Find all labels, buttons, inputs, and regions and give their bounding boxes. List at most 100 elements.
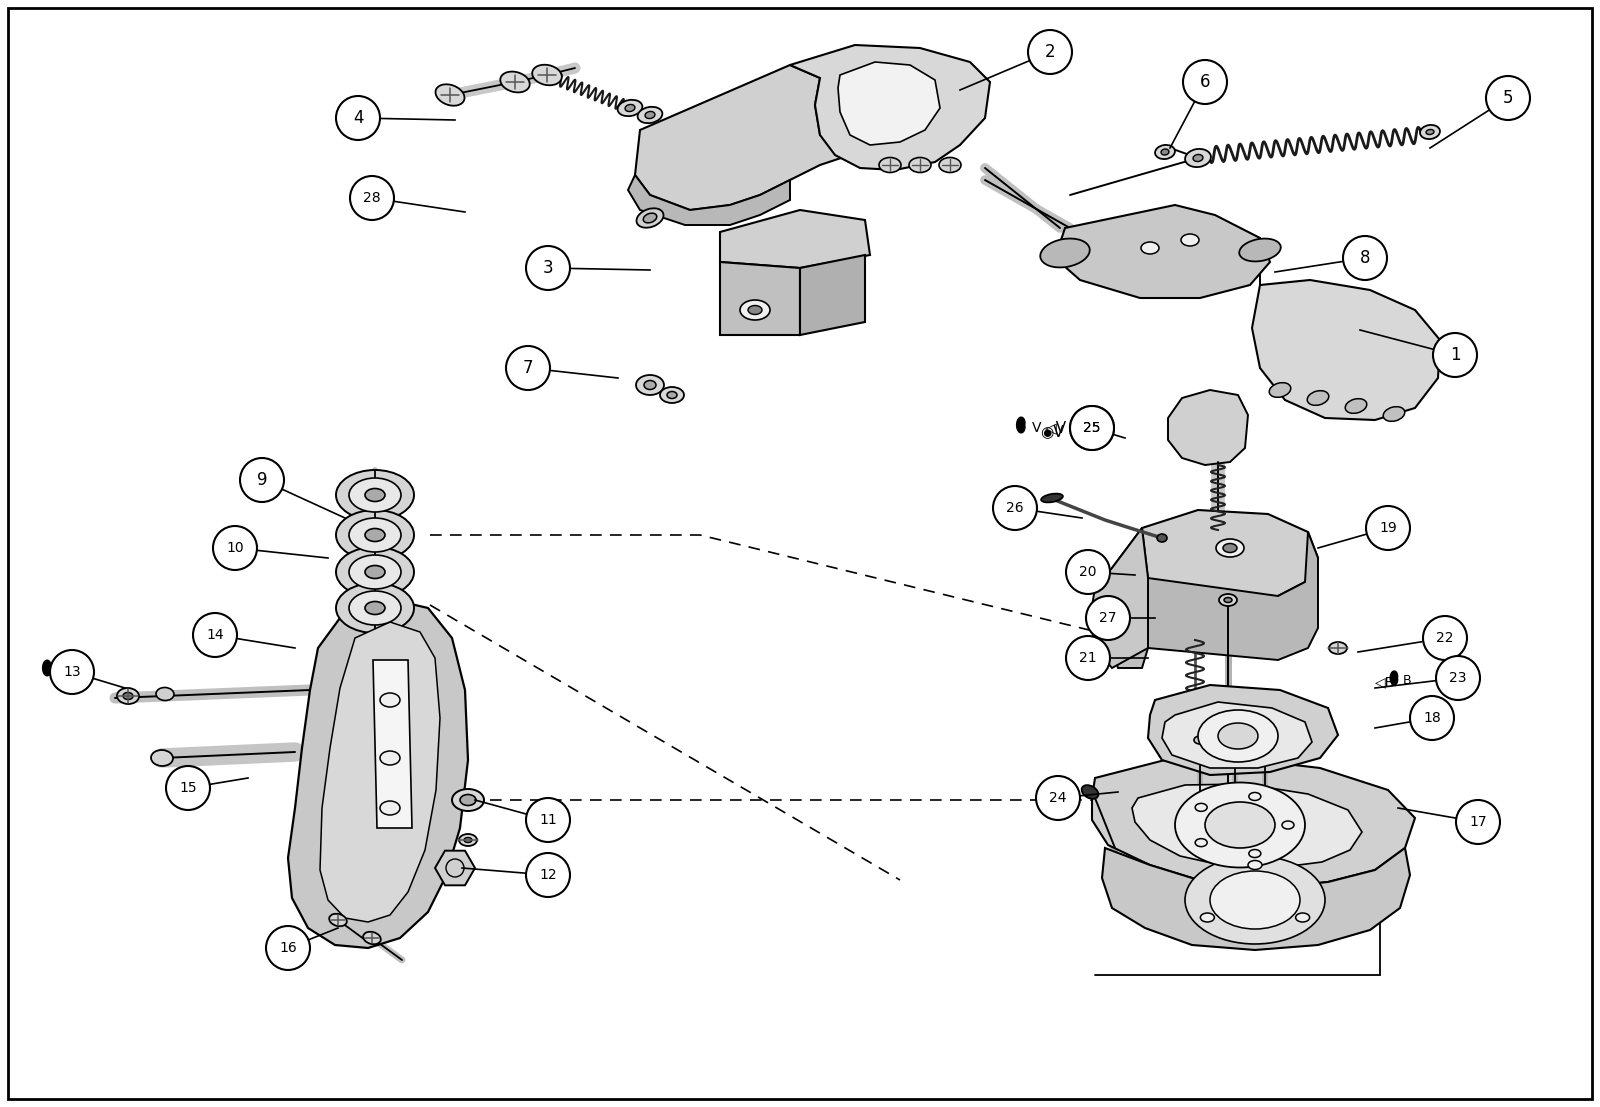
Polygon shape: [1251, 280, 1440, 420]
Circle shape: [1037, 776, 1080, 820]
Ellipse shape: [381, 801, 400, 815]
Ellipse shape: [1259, 736, 1270, 744]
Text: V: V: [1032, 421, 1042, 435]
Ellipse shape: [365, 601, 386, 614]
Ellipse shape: [1296, 913, 1310, 922]
Ellipse shape: [1218, 723, 1258, 749]
Circle shape: [1066, 637, 1110, 680]
Ellipse shape: [336, 583, 414, 633]
Text: 6: 6: [1200, 73, 1210, 91]
Ellipse shape: [1195, 804, 1206, 811]
Ellipse shape: [739, 300, 770, 320]
Ellipse shape: [1240, 239, 1280, 261]
Text: 26: 26: [1006, 501, 1024, 515]
Polygon shape: [1149, 685, 1338, 775]
Ellipse shape: [1194, 155, 1203, 162]
Circle shape: [1070, 406, 1114, 451]
Circle shape: [1486, 76, 1530, 120]
Polygon shape: [1133, 784, 1362, 868]
Ellipse shape: [453, 789, 483, 811]
Text: 13: 13: [62, 665, 82, 679]
Polygon shape: [635, 65, 850, 210]
Text: 15: 15: [179, 782, 197, 795]
Polygon shape: [1162, 702, 1312, 768]
Text: 14: 14: [206, 628, 224, 642]
Ellipse shape: [1198, 710, 1278, 762]
Circle shape: [526, 798, 570, 842]
Polygon shape: [720, 210, 870, 268]
Polygon shape: [373, 660, 413, 828]
Ellipse shape: [1174, 783, 1306, 868]
Circle shape: [526, 853, 570, 897]
Text: 23: 23: [1450, 671, 1467, 685]
Ellipse shape: [1307, 391, 1328, 405]
Text: 10: 10: [226, 541, 243, 555]
Ellipse shape: [1384, 406, 1405, 422]
Ellipse shape: [749, 306, 762, 314]
Circle shape: [1410, 696, 1454, 739]
Ellipse shape: [1250, 793, 1261, 800]
Ellipse shape: [365, 488, 386, 501]
Text: ◁V: ◁V: [1045, 421, 1067, 435]
Ellipse shape: [330, 913, 347, 927]
Polygon shape: [1138, 510, 1318, 600]
Polygon shape: [1054, 205, 1270, 298]
Polygon shape: [1090, 528, 1149, 668]
Text: 11: 11: [539, 813, 557, 827]
Ellipse shape: [349, 555, 402, 589]
Polygon shape: [1390, 671, 1398, 685]
Circle shape: [994, 486, 1037, 530]
Polygon shape: [435, 850, 475, 886]
Ellipse shape: [1042, 494, 1062, 503]
Ellipse shape: [1224, 598, 1232, 602]
Ellipse shape: [501, 72, 530, 92]
Text: 16: 16: [278, 941, 298, 955]
Polygon shape: [1149, 532, 1318, 660]
Ellipse shape: [1346, 399, 1366, 413]
Ellipse shape: [1421, 125, 1440, 139]
Text: 17: 17: [1469, 815, 1486, 829]
Ellipse shape: [349, 591, 402, 625]
Circle shape: [266, 925, 310, 970]
Polygon shape: [800, 255, 866, 335]
Ellipse shape: [939, 157, 962, 173]
Ellipse shape: [1250, 849, 1261, 858]
Ellipse shape: [1194, 736, 1206, 744]
Ellipse shape: [1155, 145, 1174, 159]
Ellipse shape: [1222, 544, 1237, 552]
Ellipse shape: [336, 470, 414, 520]
Text: 21: 21: [1078, 651, 1098, 665]
Circle shape: [1086, 596, 1130, 640]
Polygon shape: [1091, 758, 1414, 888]
Circle shape: [336, 96, 381, 139]
Text: 5: 5: [1502, 89, 1514, 107]
Text: ◉V: ◉V: [1040, 424, 1064, 439]
Ellipse shape: [464, 838, 472, 842]
Polygon shape: [1016, 417, 1026, 433]
Ellipse shape: [363, 932, 381, 944]
Circle shape: [1070, 406, 1114, 451]
Ellipse shape: [157, 687, 174, 701]
Ellipse shape: [1082, 785, 1098, 799]
Polygon shape: [1168, 390, 1248, 465]
Circle shape: [213, 526, 258, 570]
Polygon shape: [838, 62, 941, 145]
Circle shape: [506, 346, 550, 390]
Circle shape: [1422, 615, 1467, 660]
Ellipse shape: [459, 834, 477, 846]
Text: 24: 24: [1050, 792, 1067, 805]
Ellipse shape: [1162, 149, 1170, 155]
Ellipse shape: [1229, 734, 1242, 742]
Ellipse shape: [1181, 234, 1198, 246]
Text: V: V: [58, 664, 67, 677]
Text: 1: 1: [1450, 346, 1461, 364]
Text: 19: 19: [1379, 521, 1397, 535]
Ellipse shape: [381, 751, 400, 765]
Ellipse shape: [1186, 856, 1325, 944]
Ellipse shape: [349, 478, 402, 513]
Text: ◁B: ◁B: [1374, 675, 1395, 689]
Text: 25: 25: [1083, 421, 1101, 435]
Ellipse shape: [336, 547, 414, 597]
Text: 4: 4: [352, 108, 363, 127]
Text: 7: 7: [523, 359, 533, 377]
